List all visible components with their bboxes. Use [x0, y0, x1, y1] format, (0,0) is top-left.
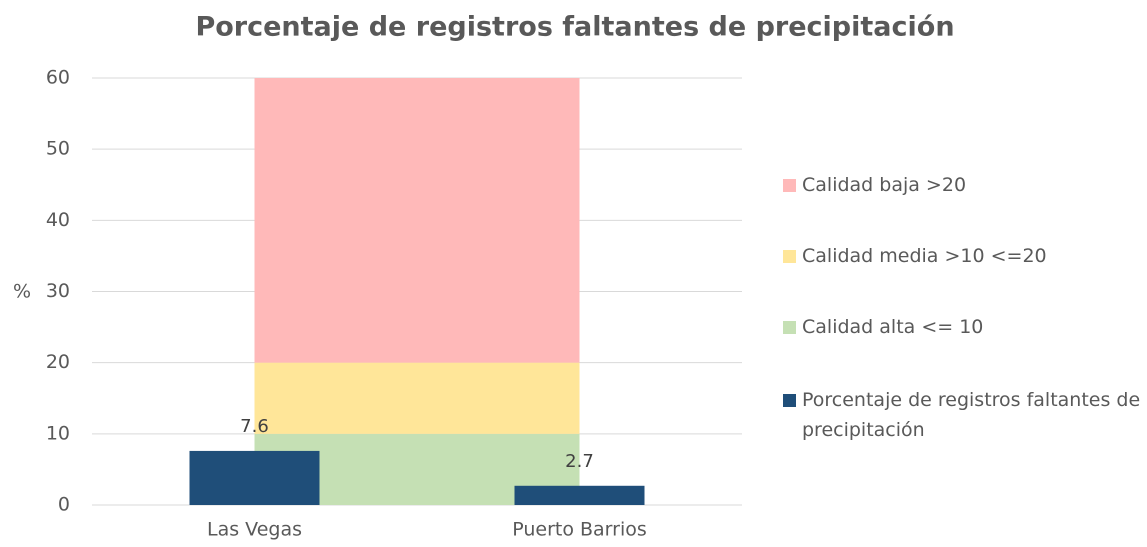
data-label: 7.6 — [240, 416, 269, 437]
legend-label: Calidad baja >20 — [802, 174, 967, 196]
x-tick-label: Puerto Barrios — [512, 519, 647, 541]
legend-entry: Calidad media >10 <=20 — [783, 241, 1143, 271]
y-tick-label: 10 — [46, 422, 70, 444]
legend-label: Calidad alta <= 10 — [802, 316, 984, 338]
y-tick-label: 30 — [46, 280, 70, 302]
legend-label: Calidad media >10 <=20 — [802, 245, 1047, 267]
y-tick-label: 60 — [46, 67, 70, 89]
y-tick-label: 20 — [46, 351, 70, 373]
legend-swatch — [783, 394, 796, 407]
x-tick-label: Las Vegas — [207, 519, 302, 541]
legend-entry: Calidad alta <= 10 — [783, 312, 1143, 342]
bar — [514, 485, 645, 505]
y-tick-label: 40 — [46, 209, 70, 231]
bars — [189, 450, 645, 505]
y-tick-label: 0 — [58, 494, 70, 516]
area-band — [254, 362, 580, 434]
y-tick-label: 50 — [46, 138, 70, 160]
legend-swatch — [783, 179, 796, 192]
legend-entry: Porcentaje de registros faltantes de pre… — [783, 385, 1143, 445]
area-band — [254, 78, 580, 363]
y-axis-label: % — [13, 281, 31, 303]
bar — [189, 450, 320, 505]
legend-label: Porcentaje de registros faltantes de pre… — [802, 389, 1141, 441]
legend-swatch — [783, 250, 796, 263]
legend-entry: Calidad baja >20 — [783, 170, 1143, 200]
legend-swatch — [783, 321, 796, 334]
data-label: 2.7 — [565, 451, 594, 472]
chart-title: Porcentaje de registros faltantes de pre… — [195, 12, 954, 43]
area-band — [254, 433, 580, 505]
areas — [254, 78, 580, 505]
